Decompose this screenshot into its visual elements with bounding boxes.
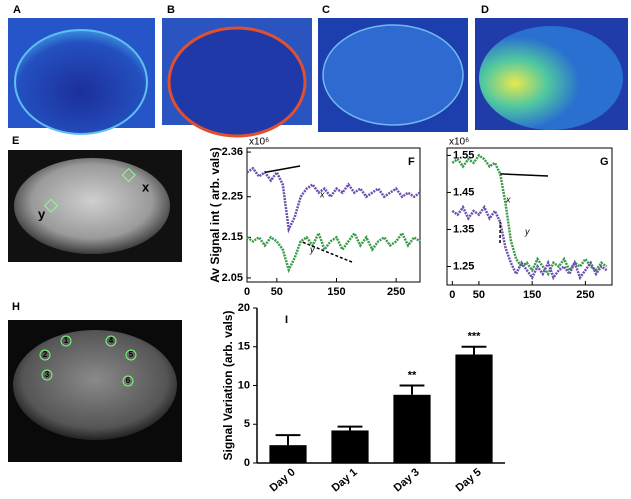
- panel-label: E: [12, 135, 19, 147]
- x-tick-label: Day 5: [454, 466, 484, 494]
- axis-multiplier: x10⁶: [249, 137, 269, 148]
- series-label: x: [319, 189, 325, 199]
- significance-label: **: [408, 369, 417, 381]
- y-tick-label: 2.36: [222, 146, 243, 158]
- image-panels: [8, 18, 628, 462]
- x-tick-label: 0: [449, 289, 455, 301]
- panel-label: B: [167, 4, 175, 16]
- y-tick-label: 2.15: [222, 231, 243, 243]
- y-tick-label: 0: [244, 457, 250, 469]
- series-label: y: [524, 226, 530, 236]
- y-tick-label: 5: [244, 418, 250, 430]
- heatmap-a-brain: [14, 29, 148, 135]
- roi-marker: [122, 375, 134, 387]
- x-tick-label: 250: [387, 286, 405, 298]
- series-line: [246, 230, 421, 274]
- y-axis-label: Av Signal int ( arb. vals): [208, 147, 222, 283]
- roi-label: 3: [45, 370, 50, 379]
- bar: [393, 394, 431, 463]
- annotation-arrow: [264, 165, 301, 174]
- panel-label: F: [408, 156, 415, 168]
- roi-label: 1: [64, 336, 69, 345]
- plot-frame: [246, 147, 421, 283]
- y-tick-label: 1.35: [453, 223, 474, 235]
- y-tick-label: 1.45: [453, 186, 474, 198]
- roi-marker: [105, 335, 117, 347]
- y-tick-label: 10: [238, 379, 250, 391]
- heatmap-d-brain: [479, 26, 623, 130]
- heatmap-c-brain: [322, 24, 464, 126]
- panel-label: I: [285, 314, 288, 326]
- roi-label: 4: [109, 336, 114, 345]
- y-tick-label: 20: [238, 302, 250, 314]
- x-tick-label: 0: [244, 286, 250, 298]
- roi-label: 6: [126, 376, 131, 385]
- panel-label: C: [322, 4, 330, 16]
- panel-label: D: [481, 4, 489, 16]
- mri-h-brain: [13, 330, 177, 440]
- y-tick-label: 2.25: [222, 191, 243, 203]
- bar: [269, 445, 307, 463]
- x-tick-label: 50: [473, 289, 485, 301]
- y-tick-label: 1.25: [453, 260, 474, 272]
- roi-marker: [125, 349, 137, 361]
- x-tick-label: Day 3: [392, 466, 422, 494]
- series-line: [451, 153, 608, 277]
- roi-label: y: [38, 206, 46, 221]
- y-tick-label: 1.55: [453, 149, 474, 161]
- significance-label: ***: [468, 331, 482, 343]
- roi-label: 2: [43, 350, 48, 359]
- x-tick-label: Day 1: [330, 466, 360, 494]
- roi-x: [121, 167, 136, 183]
- series-line: [246, 166, 421, 234]
- bar: [455, 354, 493, 463]
- panel-label: H: [12, 301, 20, 313]
- plot-frame: [446, 147, 613, 286]
- x-tick-label: 250: [576, 289, 594, 301]
- roi-label: x: [142, 179, 150, 194]
- roi-marker: [41, 369, 53, 381]
- roi-marker: [60, 335, 72, 347]
- x-tick-label: Day 0: [268, 466, 298, 494]
- roi-y: [43, 198, 59, 213]
- roi-label: 5: [129, 350, 134, 359]
- annotation-arrow: [300, 240, 353, 263]
- axis-multiplier: x10⁶: [449, 137, 469, 148]
- annotation-arrow: [500, 173, 549, 177]
- panel-label: G: [600, 156, 609, 168]
- bar: [331, 430, 369, 463]
- heatmap-b-brain: [167, 26, 307, 138]
- y-axis-label: Signal Variation (arb. vals): [221, 310, 235, 460]
- y-tick-label: 2.05: [222, 272, 243, 284]
- x-tick-label: 150: [327, 286, 345, 298]
- y-tick-label: 15: [238, 341, 250, 353]
- panel-label: A: [13, 4, 21, 16]
- series-label: y: [309, 244, 315, 254]
- roi-marker: [39, 349, 51, 361]
- x-tick-label: 150: [523, 289, 541, 301]
- x-tick-label: 50: [271, 286, 283, 298]
- series-label: x: [505, 194, 511, 204]
- mri-e-brain: [14, 158, 170, 254]
- series-line: [451, 204, 608, 281]
